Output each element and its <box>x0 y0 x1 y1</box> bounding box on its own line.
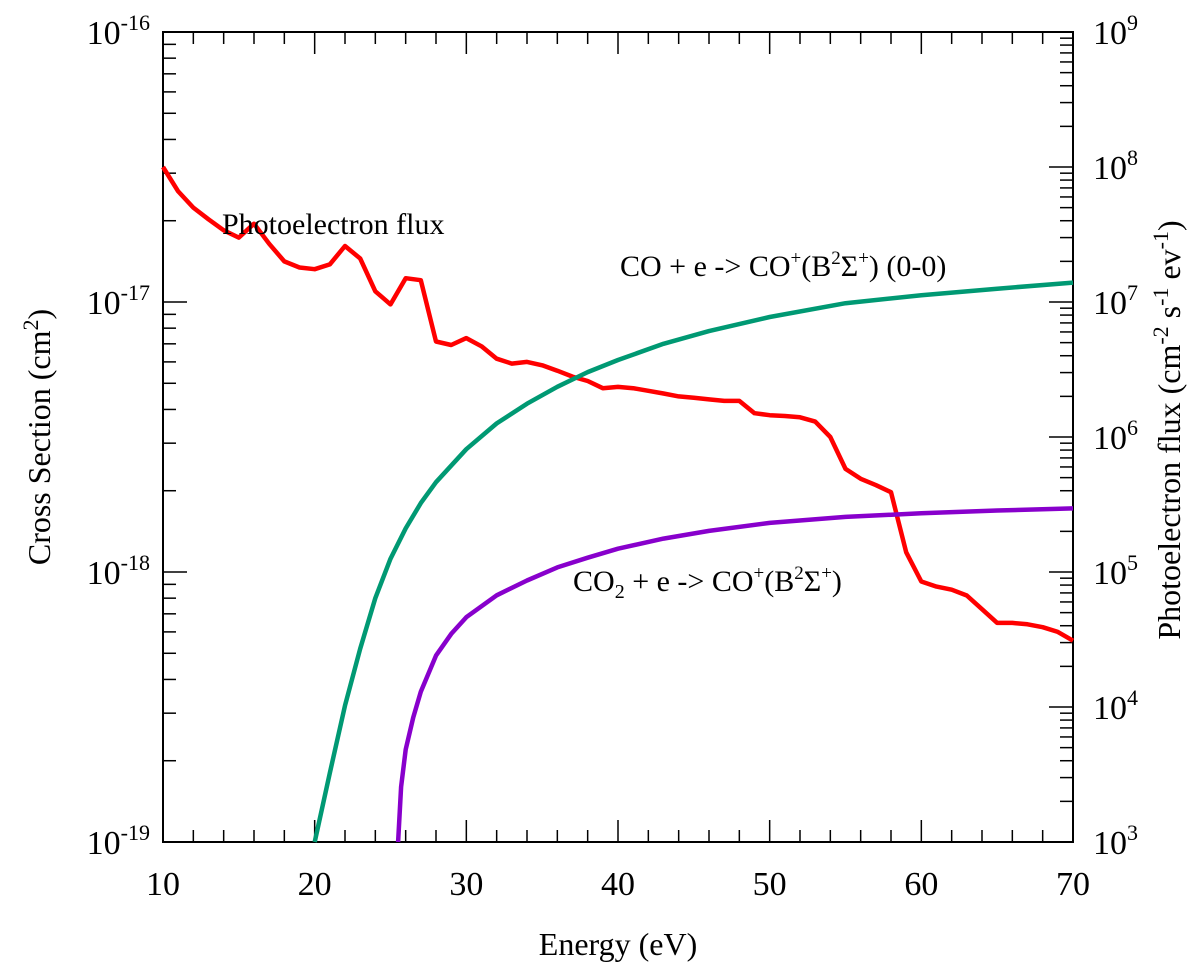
tick-labels: 10 20 30 40 50 60 70 10-19 10-18 10-17 10-16 103 104… <box>87 10 1138 903</box>
x-tick-label: 10 <box>146 866 180 903</box>
y-left-tick-label: 10-16 <box>87 10 150 52</box>
series-line-co <box>312 280 1074 843</box>
y-left-tick-label: 10-17 <box>87 280 150 322</box>
annotation-co: CO + e -> CO+(B2Σ+) (0-0) <box>620 248 946 283</box>
co2-sup1: + <box>754 563 765 584</box>
y-right-tick-label: 107 <box>1093 280 1138 322</box>
co2-sub: 2 <box>615 581 625 603</box>
ticks <box>162 32 1074 843</box>
co-sup1: + <box>791 248 802 269</box>
y-right-tick-label: 108 <box>1093 145 1138 187</box>
y-right-tick-label: 109 <box>1093 10 1138 52</box>
co2-sym: Σ <box>804 565 821 598</box>
co2-sup3: + <box>821 563 832 584</box>
x-axis-title: Energy (eV) <box>539 926 697 962</box>
series-layer <box>161 165 1075 843</box>
y-right-label-sup2: -1 <box>1148 288 1173 306</box>
y-right-label-sup3: -1 <box>1148 231 1173 249</box>
co-sym: Σ <box>841 250 858 283</box>
x-tick-label: 70 <box>1056 866 1090 903</box>
co2-mid2: (B <box>764 565 794 598</box>
y-right-label-main: Photoelectron flux (cm <box>1151 345 1187 640</box>
y-left-axis-title: Cross Section (cm2) <box>18 309 57 565</box>
x-tick-label: 60 <box>904 866 938 903</box>
y-right-label-sup1: -2 <box>1148 326 1173 344</box>
co-post: ) (0-0) <box>869 250 946 283</box>
co-sup2: 2 <box>831 248 841 269</box>
co-sup3: + <box>858 248 869 269</box>
y-left-label-main: Cross Section (cm <box>21 330 57 565</box>
x-tick-label: 40 <box>601 866 635 903</box>
co-mid: (B <box>801 250 831 283</box>
y-right-label-mid2: ev <box>1151 249 1187 287</box>
series-line-photoelectron-flux <box>161 165 1075 643</box>
co2-mid: + e -> CO <box>625 565 754 598</box>
y-left-label-close: ) <box>21 309 57 320</box>
co-pre: CO + e -> CO <box>620 250 791 283</box>
y-right-tick-label: 104 <box>1093 685 1138 727</box>
co2-sup2: 2 <box>794 563 804 584</box>
x-tick-label: 30 <box>449 866 483 903</box>
y-right-label-mid: s <box>1151 306 1187 326</box>
y-right-tick-label: 105 <box>1093 550 1138 592</box>
y-left-label-sup: 2 <box>18 320 43 331</box>
y-right-tick-label: 103 <box>1093 820 1138 862</box>
co2-post: ) <box>832 565 842 598</box>
annotation-co2: CO2 + e -> CO+(B2Σ+) <box>573 563 842 603</box>
x-tick-label: 20 <box>298 866 332 903</box>
y-left-tick-label: 10-19 <box>87 820 150 862</box>
series-line-co2 <box>395 506 1074 843</box>
plot-frame <box>162 31 1074 843</box>
y-left-tick-label: 10-18 <box>87 550 150 592</box>
annotation-flux: Photoelectron flux <box>222 208 444 241</box>
y-right-tick-label: 106 <box>1093 415 1138 457</box>
y-right-axis-title: Photoelectron flux (cm-2 s-1 ev-1) <box>1148 220 1187 639</box>
x-tick-label: 50 <box>753 866 787 903</box>
co2-pre: CO <box>573 565 615 598</box>
y-right-label-close: ) <box>1151 220 1187 231</box>
